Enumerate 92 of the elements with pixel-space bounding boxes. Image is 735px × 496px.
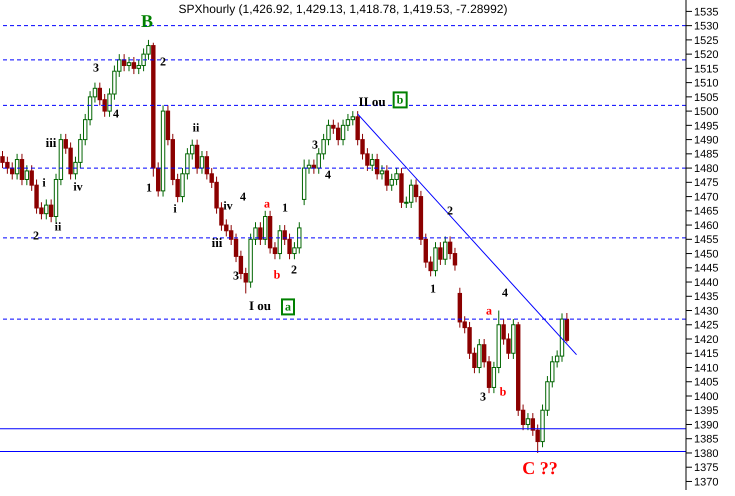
annotation: b <box>274 267 280 282</box>
annotation: 2 <box>33 228 39 243</box>
y-tick-label: 1525 <box>694 34 718 47</box>
y-tick-label: 1535 <box>694 6 718 18</box>
y-tick-label: 1370 <box>694 476 718 488</box>
y-tick-label: 1395 <box>694 405 718 418</box>
y-tick-label: 1475 <box>694 177 718 190</box>
y-tick-label: 1385 <box>694 434 718 446</box>
candlestick <box>14 153 20 180</box>
y-tick-label: 1520 <box>694 49 718 62</box>
annotation: iv <box>223 198 233 213</box>
annotation: 2 <box>291 262 297 277</box>
annotation: 2 <box>160 54 166 69</box>
annotation: i <box>173 201 177 216</box>
y-tick-label: 1510 <box>694 78 718 90</box>
y-tick-label: 1405 <box>694 376 718 389</box>
candlestick <box>526 412 530 431</box>
candlestick <box>132 56 136 75</box>
y-tick-label: 1470 <box>694 191 718 204</box>
annotation: 3 <box>312 137 318 152</box>
y-tick-label: 1480 <box>694 162 718 175</box>
candlestick <box>278 224 282 260</box>
annotation: 4 <box>502 285 508 300</box>
candlestick <box>477 338 482 374</box>
annotation: iv <box>73 179 83 194</box>
y-tick-label: 1495 <box>694 120 718 132</box>
candlestick <box>10 162 14 180</box>
candlestick <box>443 236 448 266</box>
candlestick <box>564 312 570 343</box>
annotation: ii <box>54 219 62 234</box>
annotation: 3 <box>233 268 239 283</box>
y-tick-label: 1390 <box>694 419 718 432</box>
y-tick-label: 1425 <box>694 320 718 332</box>
y-tick-label: 1460 <box>694 220 718 232</box>
annotation: iii <box>46 134 56 150</box>
y-tick-label: 1435 <box>694 291 718 304</box>
candlestick <box>384 164 390 192</box>
annotation: II ou <box>358 94 386 110</box>
y-tick-label: 1440 <box>694 276 718 289</box>
annotation: i <box>42 175 46 190</box>
annotation: ii <box>192 120 200 135</box>
y-tick-label: 1530 <box>694 20 718 33</box>
candlestick <box>258 222 263 246</box>
y-tick-label: 1515 <box>694 63 718 76</box>
chart-title: SPXhourly (1,426.92, 1,429.13, 1,418.78, 1,419.53, -7.28992) <box>178 2 508 16</box>
y-tick-label: 1415 <box>694 348 718 360</box>
annotation: iii <box>212 234 222 250</box>
candlestick <box>374 153 380 180</box>
y-tick-label: 1505 <box>694 92 718 104</box>
y-tick-label: 1380 <box>694 448 718 460</box>
candlestick <box>438 242 443 266</box>
y-tick-label: 1450 <box>694 248 718 260</box>
candlestick <box>370 153 374 172</box>
y-tick-label: 1445 <box>694 262 718 275</box>
annotation: a <box>486 303 492 318</box>
candlestick <box>24 164 30 186</box>
candlestick <box>433 242 438 277</box>
annotation: 4 <box>113 106 119 121</box>
y-tick-label: 1455 <box>694 234 718 246</box>
candlestick <box>194 139 200 174</box>
y-tick-label: 1465 <box>694 206 718 218</box>
annotation: 1 <box>146 180 152 195</box>
annotation: a <box>281 298 295 316</box>
annotation: 3 <box>480 389 486 404</box>
annotation: I ou <box>248 298 272 314</box>
y-tick-label: 1485 <box>694 148 718 161</box>
candlestick <box>380 164 384 180</box>
candlestick <box>126 56 132 72</box>
annotation: 1 <box>282 200 288 215</box>
y-tick-label: 1490 <box>694 134 718 146</box>
annotation: b <box>500 384 506 399</box>
annotation: C ?? <box>522 458 558 479</box>
annotation: 1 <box>430 281 436 296</box>
annotation: 3 <box>93 60 99 75</box>
annotation: 4 <box>325 167 331 182</box>
y-tick-label: 1500 <box>694 106 718 118</box>
candlestick <box>48 198 54 223</box>
candlestick <box>20 153 24 186</box>
candlestick <box>306 159 312 174</box>
y-tick-label: 1430 <box>694 305 718 318</box>
candlestick <box>44 198 48 220</box>
candlestick <box>263 210 268 246</box>
annotation: 4 <box>240 189 246 204</box>
annotation: a <box>264 196 270 211</box>
annotation: b <box>392 91 408 109</box>
y-tick-label: 1375 <box>694 462 718 474</box>
y-tick-label: 1420 <box>694 334 718 346</box>
annotation: B <box>140 11 154 32</box>
candlestick <box>312 159 316 174</box>
y-tick-label: 1410 <box>694 362 718 374</box>
annotation: 2 <box>447 203 453 218</box>
y-tick-label: 1400 <box>694 390 718 403</box>
